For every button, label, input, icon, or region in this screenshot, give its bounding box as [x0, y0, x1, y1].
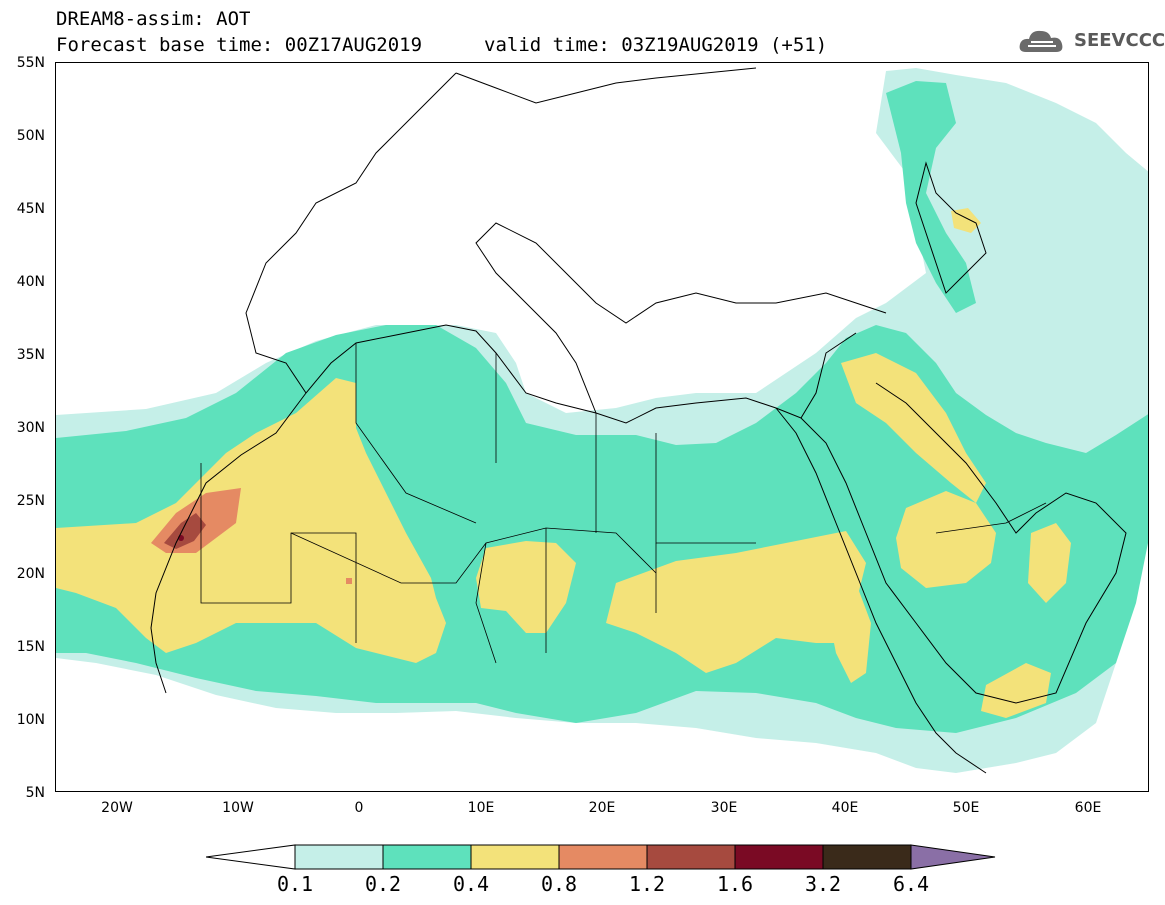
aot-region-0.4-arabia [896, 491, 996, 588]
lat-label: 35N [16, 347, 45, 363]
lat-label: 5N [25, 785, 45, 801]
aot-region-0.2-caspian [886, 81, 976, 313]
lat-label: 15N [16, 639, 45, 655]
colorbar-segment [822, 844, 912, 870]
lon-label: 20W [101, 800, 133, 816]
lat-label: 45N [16, 201, 45, 217]
valid-time: valid time: 03Z19AUG2019 (+51) [484, 34, 828, 56]
aot-region-0.8-dot [346, 578, 352, 584]
lon-label: 20E [588, 800, 616, 816]
map-title: DREAM8-assim: AOT [56, 8, 251, 30]
colorbar-legend [205, 842, 996, 872]
colorbar-level-label: 3.2 [804, 872, 842, 896]
aot-region-0.4-oman [1028, 523, 1071, 603]
lat-label: 55N [16, 55, 45, 71]
colorbar-segment [646, 844, 736, 870]
lat-label: 10N [16, 712, 45, 728]
lon-label: 40E [831, 800, 859, 816]
colorbar [205, 844, 996, 870]
lat-label: 30N [16, 420, 45, 436]
country-borders [200, 343, 1047, 664]
colorbar-level-label: 0.1 [276, 872, 314, 896]
colorbar-segment [470, 844, 560, 870]
aot-region-0.4-arabian-sea [981, 663, 1051, 718]
colorbar-level-label: 1.2 [628, 872, 666, 896]
colorbar-below-arrow [205, 844, 296, 870]
lat-label: 25N [16, 493, 45, 509]
logo-text: SEEVCCC [1074, 30, 1165, 51]
lon-label: 50E [952, 800, 980, 816]
lon-label: 10E [467, 800, 495, 816]
lon-label: 10W [222, 800, 254, 816]
aot-region-0.4-red-sea [826, 583, 871, 683]
lon-label: 0 [354, 800, 364, 816]
colorbar-level-label: 6.4 [892, 872, 930, 896]
coastlines [150, 67, 1127, 774]
aot-region-0.4 [56, 378, 446, 663]
lat-label: 40N [16, 274, 45, 290]
aot-map [56, 67, 1148, 774]
colorbar-level-label: 1.6 [716, 872, 754, 896]
lat-label: 50N [16, 128, 45, 144]
lon-label: 60E [1074, 800, 1102, 816]
aot-region-0.4-central [476, 541, 576, 633]
colorbar-level-label: 0.2 [364, 872, 402, 896]
colorbar-segment [558, 844, 648, 870]
colorbar-level-label: 0.8 [540, 872, 578, 896]
aot-region-0.4-iraq [841, 353, 986, 503]
colorbar-segment [382, 844, 472, 870]
seevccc-logo: SEEVCCC [1018, 26, 1165, 56]
lat-label: 20N [16, 566, 45, 582]
aot-region-0.4-east [606, 531, 866, 673]
colorbar-segment [734, 844, 824, 870]
cloud-icon [1019, 30, 1063, 52]
colorbar-level-label: 0.4 [452, 872, 490, 896]
colorbar-segment [294, 844, 384, 870]
colorbar-above-arrow [910, 844, 996, 870]
aot-map-panel [55, 62, 1149, 792]
forecast-base-time: Forecast base time: 00Z17AUG2019 [56, 34, 423, 56]
lon-label: 30E [710, 800, 738, 816]
aot-region-1.2 [164, 513, 206, 549]
